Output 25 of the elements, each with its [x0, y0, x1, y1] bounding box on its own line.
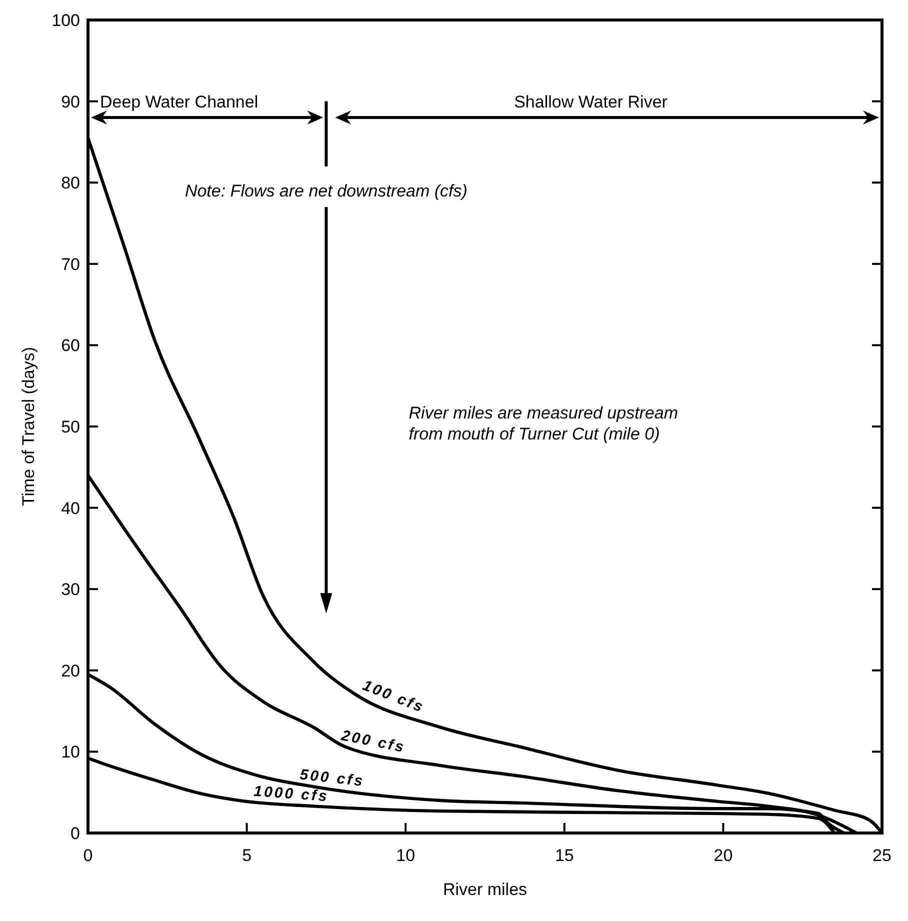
- annotation: River miles are measured upstream from mouth of Turner Cut (mile 0): [408, 403, 678, 444]
- x-tick-label: 5: [242, 846, 252, 865]
- y-tick-label: 50: [61, 418, 80, 436]
- y-tick-label: 100: [52, 11, 80, 30]
- x-axis-title: River miles: [442, 880, 528, 899]
- y-tick-label: 80: [61, 174, 80, 193]
- y-tick-label: 90: [61, 92, 80, 112]
- y-axis-title: Time of Travel (days): [19, 346, 38, 506]
- y-tick-label: 10: [61, 742, 80, 762]
- y-tick-label: 0: [70, 824, 80, 843]
- x-tick-label: 0: [83, 846, 93, 865]
- annotation: Shallow Water River: [514, 92, 668, 112]
- x-tick-label: 15: [554, 846, 574, 865]
- y-tick-label: 40: [61, 498, 80, 518]
- x-tick-label: 20: [714, 846, 733, 865]
- y-tick-label: 70: [61, 254, 80, 274]
- text: 100 cfs: [360, 677, 427, 716]
- y-tick-label: 20: [61, 661, 80, 680]
- annotation: Deep Water Channel: [100, 92, 258, 112]
- y-tick-label: 60: [61, 336, 80, 356]
- y-tick-label: 30: [61, 580, 80, 600]
- x-tick-label: 10: [396, 846, 416, 865]
- x-tick-label: 25: [872, 846, 892, 865]
- annotation: Note: Flows are net downstream (cfs): [184, 182, 468, 201]
- text: 200 cfs: [339, 726, 407, 756]
